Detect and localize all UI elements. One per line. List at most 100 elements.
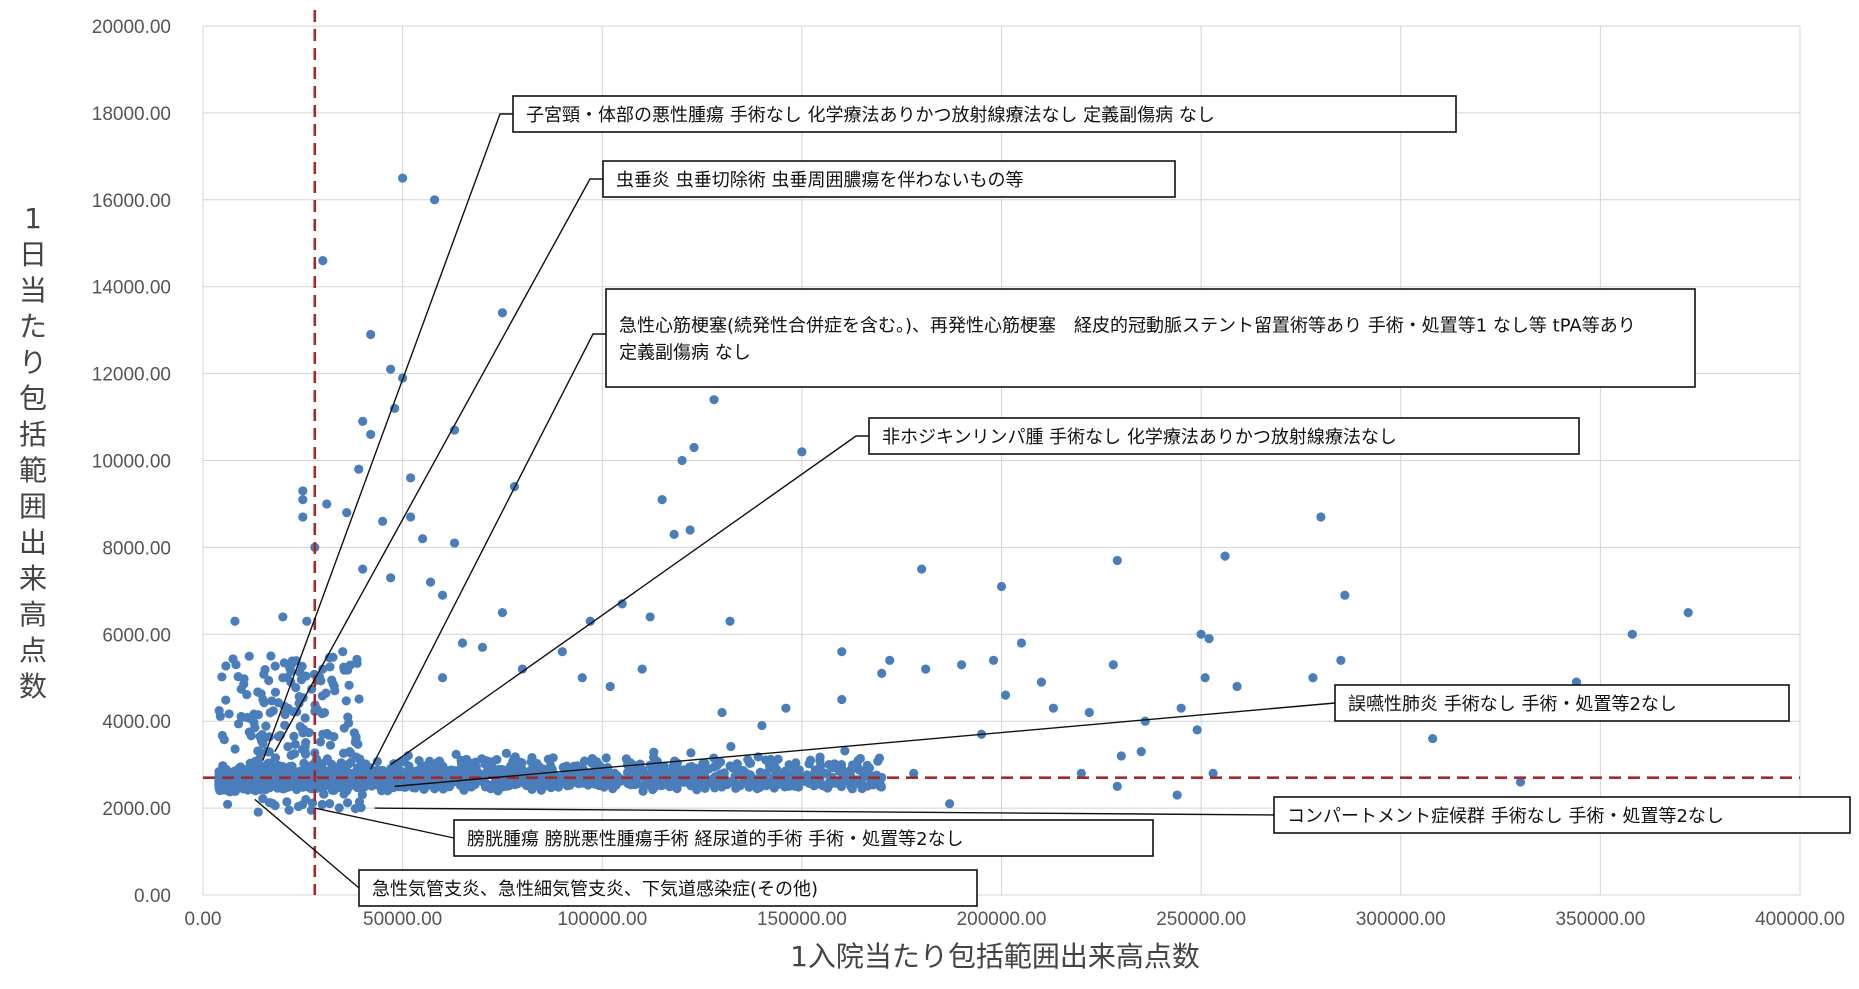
data-point [632, 770, 642, 781]
data-point [557, 647, 567, 657]
data-point [874, 753, 885, 763]
data-point [624, 764, 634, 775]
data-point [517, 664, 528, 674]
y-tick-labels: 0.00 2000.00 4000.00 6000.00 8000.00 10000.00… [92, 17, 171, 907]
data-point [241, 778, 251, 789]
y-tick-label: 18000.00 [92, 104, 171, 125]
data-point [266, 651, 276, 661]
data-point [386, 364, 396, 374]
data-point [1192, 725, 1202, 735]
data-point [585, 616, 595, 626]
data-point [294, 698, 304, 708]
data-point [509, 753, 519, 764]
data-point [352, 658, 362, 668]
data-point [259, 669, 269, 679]
data-point [527, 752, 537, 763]
x-tick-label: 300000.00 [1356, 909, 1446, 930]
data-point [406, 473, 416, 483]
data-point [322, 754, 332, 764]
data-point [717, 782, 727, 792]
data-point [425, 577, 436, 587]
y-tick-label: 12000.00 [92, 365, 171, 386]
data-point [322, 499, 332, 509]
data-point [290, 739, 300, 750]
data-point [334, 803, 344, 813]
data-point [797, 447, 807, 457]
data-point [294, 692, 304, 702]
callout-leader [274, 178, 603, 752]
data-point [917, 564, 927, 574]
data-point [268, 706, 278, 716]
data-point [1316, 512, 1326, 522]
callout-label: コンパートメント症候群 手術なし 手術・処置等2なし [1287, 806, 1724, 827]
data-point [605, 681, 615, 692]
data-point [434, 756, 445, 766]
callout-label: 子宮頸・体部の悪性腫瘍 手術なし 化学療法ありかつ放射線療法なし 定義副傷病 な… [526, 105, 1215, 126]
data-point [350, 737, 360, 747]
data-point [258, 794, 268, 804]
data-point [601, 753, 611, 763]
x-tick-label: 50000.00 [363, 909, 442, 930]
data-point [482, 756, 493, 766]
x-tick-label: 0.00 [185, 909, 222, 930]
data-point [877, 668, 887, 679]
data-point [1196, 629, 1206, 639]
data-point [439, 768, 449, 778]
data-point [765, 761, 775, 771]
data-point [261, 721, 271, 731]
data-point [792, 769, 802, 779]
data-point [325, 740, 336, 750]
data-point [354, 694, 364, 704]
data-point [258, 694, 268, 705]
data-point [310, 706, 320, 716]
x-tick-label: 100000.00 [557, 909, 647, 930]
data-point [732, 759, 742, 770]
data-point [324, 652, 334, 663]
data-point [1116, 751, 1126, 761]
x-axis-title: 1入院当たり包括範囲出来高点数 [790, 940, 1200, 973]
data-point [742, 778, 752, 788]
data-point [1208, 768, 1218, 778]
data-point [278, 673, 288, 683]
data-point [341, 696, 351, 706]
data-point [386, 573, 396, 583]
data-point [437, 590, 448, 600]
data-point [668, 761, 678, 771]
data-point [358, 564, 368, 574]
data-point [578, 764, 588, 774]
data-point [1000, 690, 1011, 700]
data-point [569, 761, 579, 771]
data-point [449, 538, 460, 548]
data-point [366, 329, 376, 340]
data-point [793, 780, 803, 790]
data-point [726, 741, 736, 752]
callout-frame [512, 95, 1457, 133]
data-point [1016, 638, 1027, 648]
data-point [327, 675, 337, 685]
callout-label: 急性心筋梗塞(続発性合併症を含む。)、再発性心筋梗塞 経皮的冠動脈ステント留置術… [619, 316, 1636, 337]
data-point [546, 777, 556, 787]
data-point [1112, 555, 1122, 566]
y-tick-label: 4000.00 [102, 712, 171, 733]
data-point [280, 709, 290, 720]
data-point [218, 768, 228, 779]
x-tick-labels: 0.00 50000.00 100000.00 150000.00 200000.00 2… [185, 909, 1845, 930]
data-point [253, 710, 263, 720]
callout-frame [1334, 684, 1790, 722]
y-tick-label: 20000.00 [92, 17, 171, 38]
callout-box: 誤嚥性肺炎 手術なし 手術・処置等2なし [1334, 684, 1790, 722]
data-point [725, 761, 735, 771]
data-point [234, 764, 244, 774]
callout-box: コンパートメント症候群 手術なし 手術・処置等2なし [1273, 796, 1851, 834]
data-point [221, 661, 231, 671]
data-point [297, 800, 308, 810]
callout-box: 非ホジキンリンパ腫 手術なし 化学療法ありかつ放射線療法なし [868, 417, 1580, 455]
data-point [295, 667, 305, 677]
data-point [1108, 660, 1118, 670]
data-point [553, 779, 563, 789]
data-point [530, 766, 540, 776]
data-point [692, 785, 702, 795]
data-point [278, 612, 288, 622]
data-point [317, 799, 327, 810]
